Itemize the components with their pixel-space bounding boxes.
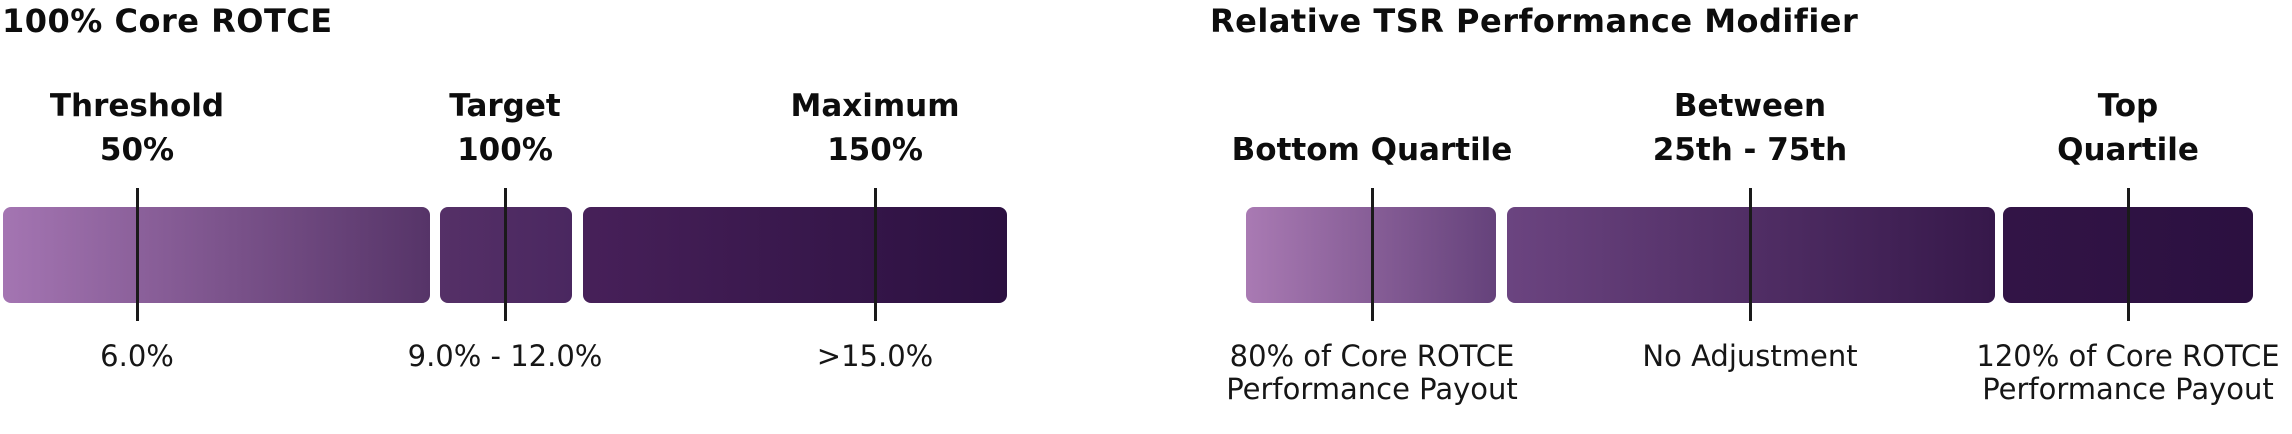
marker-label-between-quartiles: Between 25th - 75th xyxy=(1570,84,1930,172)
tick-maximum xyxy=(874,188,877,321)
marker-value-line: >15.0% xyxy=(816,339,934,373)
marker-value-line: Performance Payout xyxy=(1982,372,2274,406)
marker-value-threshold: 6.0% xyxy=(0,340,317,373)
marker-value-target: 9.0% - 12.0% xyxy=(325,340,685,373)
tick-top-quartile xyxy=(2127,188,2130,321)
chart-title-tsr-modifier: Relative TSR Performance Modifier xyxy=(1210,2,1859,40)
bar-segment-threshold xyxy=(3,207,430,303)
marker-value-line: 80% of Core ROTCE xyxy=(1229,339,1515,373)
marker-value-line: No Adjustment xyxy=(1642,339,1858,373)
marker-value-line: Performance Payout xyxy=(1226,372,1518,406)
marker-value-bottom-quartile: 80% of Core ROTCE Performance Payout xyxy=(1192,340,1552,406)
marker-label-maximum: Maximum 150% xyxy=(695,84,1055,172)
marker-value-top-quartile: 120% of Core ROTCE Performance Payout xyxy=(1948,340,2292,406)
marker-label-line: Threshold xyxy=(49,88,225,124)
tick-threshold xyxy=(136,188,139,321)
tick-between-quartiles xyxy=(1749,188,1752,321)
marker-value-line: 6.0% xyxy=(100,339,174,373)
marker-value-line: 120% of Core ROTCE xyxy=(1976,339,2280,373)
marker-label-line: Target xyxy=(449,88,561,124)
marker-value-line: 9.0% - 12.0% xyxy=(407,339,603,373)
marker-label-line: Top xyxy=(2097,88,2159,124)
marker-label-target: Target 100% xyxy=(325,84,685,172)
marker-label-line: Bottom Quartile xyxy=(1231,132,1513,168)
marker-label-line: 25th - 75th xyxy=(1652,132,1848,168)
marker-label-line: 150% xyxy=(827,132,923,168)
marker-label-line: Quartile xyxy=(2057,132,2199,168)
marker-label-line: Between xyxy=(1673,88,1827,124)
chart-title-core-rotce: 100% Core ROTCE xyxy=(2,2,333,40)
marker-label-bottom-quartile: Bottom Quartile xyxy=(1192,84,1552,172)
marker-label-top-quartile: Top Quartile xyxy=(1948,84,2292,172)
marker-value-between-quartiles: No Adjustment xyxy=(1570,340,1930,373)
marker-label-line: 50% xyxy=(99,132,175,168)
tick-bottom-quartile xyxy=(1371,188,1374,321)
marker-label-threshold: Threshold 50% xyxy=(0,84,317,172)
marker-label-line: Maximum xyxy=(790,88,960,124)
marker-value-maximum: >15.0% xyxy=(695,340,1055,373)
tick-target xyxy=(504,188,507,321)
marker-label-line: 100% xyxy=(457,132,553,168)
bar-segment-maximum xyxy=(583,207,1007,303)
